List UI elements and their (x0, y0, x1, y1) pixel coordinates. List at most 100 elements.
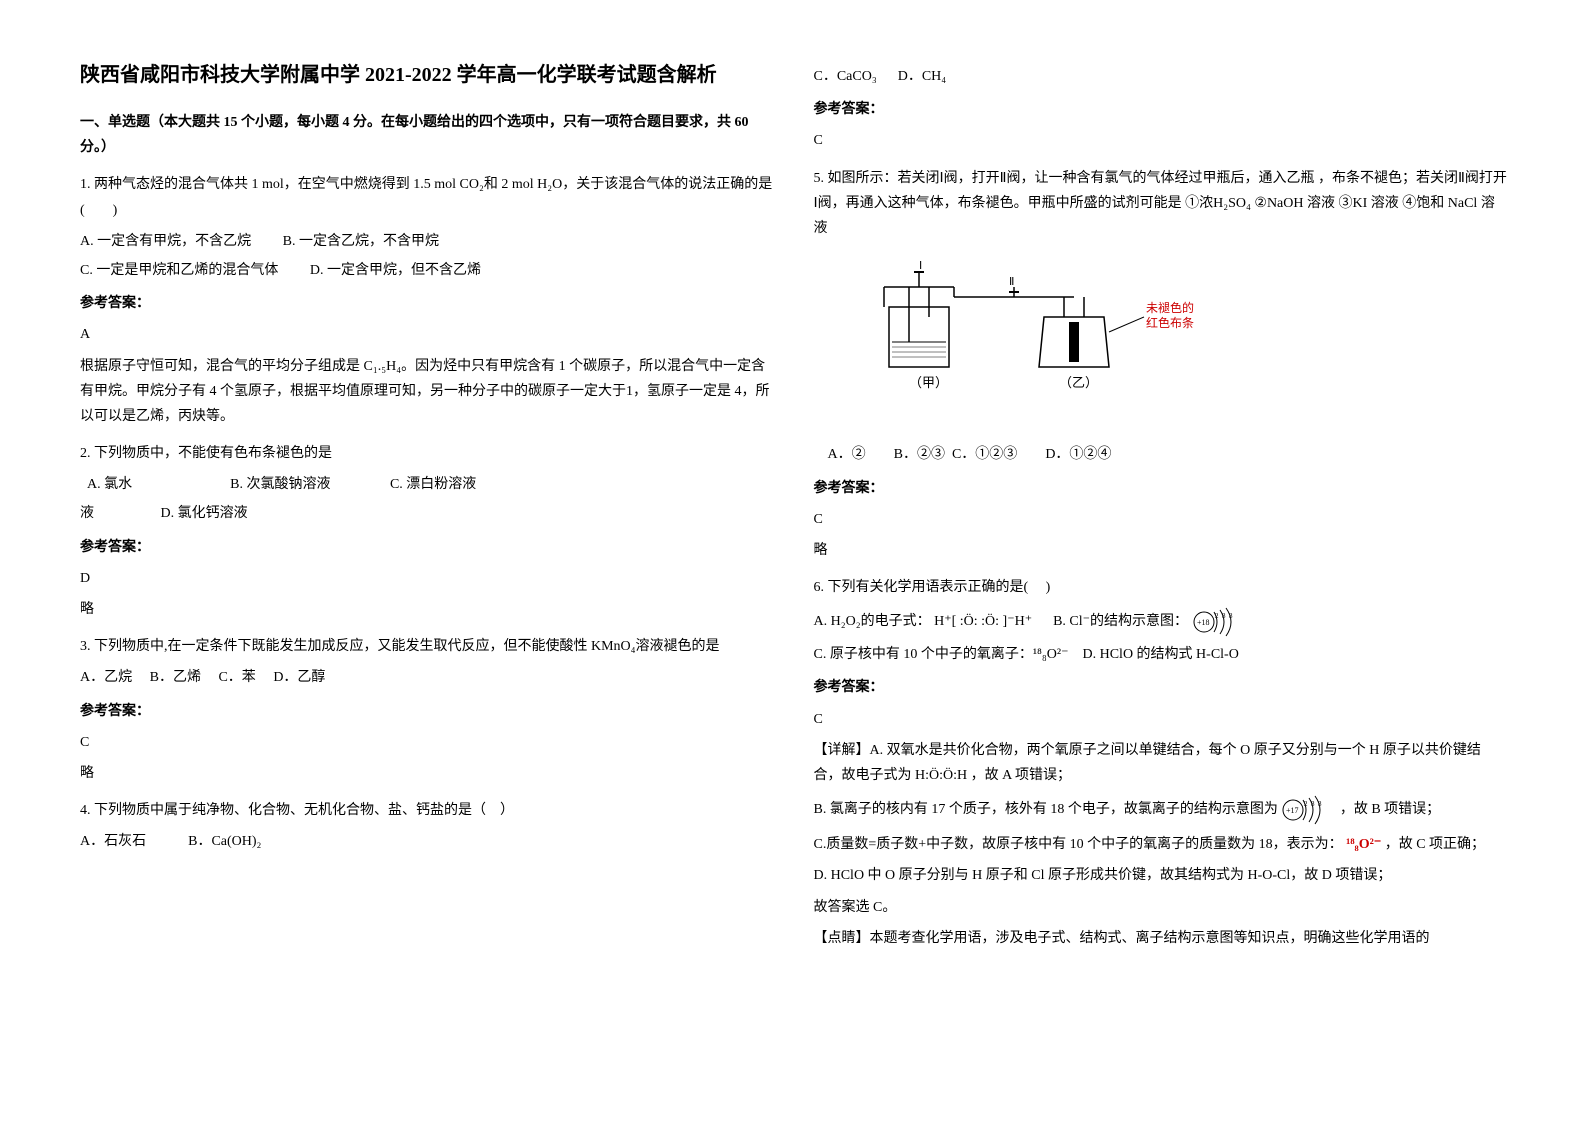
question-5: 5. 如图所示：若关闭Ⅰ阀，打开Ⅱ阀，让一种含有氯气的气体经过甲瓶后，通入乙瓶 … (814, 166, 1508, 564)
q4-optC: C．CaCO₃ (814, 69, 877, 84)
q5-answer-label: 参考答案： (814, 476, 1508, 501)
q3-text: 3. 下列物质中,在一定条件下既能发生加成反应，又能发生取代反应，但不能使酸性 … (80, 634, 774, 659)
q6-text: 6. 下列有关化学用语表示正确的是( ) (814, 575, 1508, 600)
q2-optD: D. 氯化钙溶液 (161, 506, 248, 521)
q5-optA: A．② (828, 447, 866, 462)
q6-dianjing: 【点睛】本题考查化学用语，涉及电子式、结构式、离子结构示意图等知识点，明确这些化… (814, 926, 1508, 951)
atom-structure-icon-b: +18 2 8 8 (1192, 606, 1242, 638)
q6-optA-prefix: A. H₂O₂的电子式： (814, 614, 931, 629)
q5-text: 5. 如图所示：若关闭Ⅰ阀，打开Ⅱ阀，让一种含有氯气的气体经过甲瓶后，通入乙瓶 … (814, 166, 1508, 242)
q4-answer: C (814, 128, 1508, 153)
q2-options-d: 液 D. 氯化钙溶液 (80, 501, 774, 526)
q6-detailC-formula: ¹⁸₈O²⁻ (1346, 837, 1381, 852)
question-6: 6. 下列有关化学用语表示正确的是( ) A. H₂O₂的电子式： H⁺[ :Ö… (814, 575, 1508, 951)
q2-optA: A. 氯水 (87, 477, 132, 492)
q5-explanation: 略 (814, 538, 1508, 563)
q6-optA-formula: H⁺[ :Ö: :Ö: ]⁻H⁺ (934, 614, 1032, 629)
q3-answer-label: 参考答案： (80, 699, 774, 724)
q5-optB: B．②③ (894, 447, 945, 462)
q6-optB: B. Cl⁻的结构示意图： (1053, 614, 1188, 629)
q2-optB: B. 次氯酸钠溶液 (230, 477, 330, 492)
question-3: 3. 下列物质中,在一定条件下既能发生加成反应，又能发生取代反应，但不能使酸性 … (80, 634, 774, 786)
svg-text:Ⅰ: Ⅰ (919, 260, 922, 272)
q1-explanation: 根据原子守恒可知，混合气的平均分子组成是 C₁.₅H₄。因为烃中只有甲烷含有 1… (80, 354, 774, 430)
q5-optC: C．①②③ (952, 447, 1017, 462)
q4-options-cd: C．CaCO₃ D．CH₄ (814, 64, 1508, 89)
q2-options: A. 氯水 B. 次氯酸钠溶液 C. 漂白粉溶液 (80, 472, 774, 497)
q6-detailC-prefix: C.质量数=质子数+中子数，故原子核中有 10 个中子的氧离子的质量数为 18，… (814, 837, 1343, 852)
svg-text:2: 2 (1304, 800, 1308, 808)
question-2: 2. 下列物质中，不能使有色布条褪色的是 A. 氯水 B. 次氯酸钠溶液 C. … (80, 441, 774, 622)
q6-detail-D: D. HClO 中 O 原子分别与 H 原子和 Cl 原子形成共价键，故其结构式… (814, 863, 1508, 888)
q1-optD: D. 一定含甲烷，但不含乙烯 (310, 263, 481, 278)
q4-answer-label: 参考答案： (814, 97, 1508, 122)
detail-label: 【详解】 (814, 743, 870, 758)
q4-optB: B．Ca(OH)₂ (188, 834, 261, 849)
q5-options: A．② B．②③ C．①②③ D．①②④ (814, 442, 1508, 467)
q5-diagram: Ⅰ （甲） Ⅱ (814, 257, 1508, 426)
svg-text:8: 8 (1318, 800, 1322, 808)
q6-dianjing-text: 本题考查化学用语，涉及电子式、结构式、离子结构示意图等知识点，明确这些化学用语的 (870, 931, 1430, 946)
q6-detailC-suffix: ，故 C 项正确； (1385, 837, 1485, 852)
left-column: 陕西省咸阳市科技大学附属中学 2021-2022 学年高一化学联考试题含解析 一… (80, 60, 774, 959)
q4-options-ab: A．石灰石 B．Ca(OH)₂ (80, 829, 774, 854)
dianjing-label: 【点睛】 (814, 931, 870, 946)
atom-structure-icon-b2: +17 2 8 8 (1281, 794, 1336, 826)
q2-text: 2. 下列物质中，不能使有色布条褪色的是 (80, 441, 774, 466)
q6-optD: D. HClO 的结构式 H-Cl-O (1083, 647, 1239, 662)
q1-options-ab: A. 一定含有甲烷，不含乙烷 B. 一定含乙烷，不含甲烷 (80, 229, 774, 254)
q3-explanation: 略 (80, 761, 774, 786)
section-header: 一、单选题（本大题共 15 个小题，每小题 4 分。在每小题给出的四个选项中，只… (80, 110, 774, 160)
q2-answer-label: 参考答案： (80, 535, 774, 560)
exam-title: 陕西省咸阳市科技大学附属中学 2021-2022 学年高一化学联考试题含解析 (80, 60, 774, 90)
q6-optC: C. 原子核中有 10 个中子的氧离子：¹⁸₈O²⁻ (814, 647, 1069, 662)
q6-detail-A: 【详解】A. 双氧水是共价化合物，两个氧原子之间以单键结合，每个 O 原子又分别… (814, 738, 1508, 788)
question-1: 1. 两种气态烃的混合气体共 1 mol，在空气中燃烧得到 1.5 mol CO… (80, 172, 774, 429)
q6-optAB: A. H₂O₂的电子式： H⁺[ :Ö: :Ö: ]⁻H⁺ B. Cl⁻的结构示… (814, 606, 1508, 638)
svg-text:8: 8 (1222, 612, 1226, 620)
q4-optA: A．石灰石 (80, 834, 146, 849)
svg-text:Ⅱ: Ⅱ (1009, 276, 1014, 288)
svg-text:8: 8 (1311, 800, 1315, 808)
q2-answer: D (80, 566, 774, 591)
q6-answer: C (814, 707, 1508, 732)
q6-answer-label: 参考答案： (814, 675, 1508, 700)
q5-answer: C (814, 507, 1508, 532)
q6-detail-C: C.质量数=质子数+中子数，故原子核中有 10 个中子的氧离子的质量数为 18，… (814, 832, 1508, 857)
q6-detail-B: B. 氯离子的核内有 17 个质子，核外有 18 个电子，故氯离子的结构示意图为… (814, 794, 1508, 826)
q3-optA: A．乙烷 (80, 670, 132, 685)
svg-text:2: 2 (1215, 612, 1219, 620)
q6-detailB-suffix: ，故 B 项错误； (1340, 802, 1440, 817)
q2-optC: C. 漂白粉溶液 (390, 477, 476, 492)
q1-optB: B. 一定含乙烷，不含甲烷 (283, 234, 439, 249)
q6-conclusion: 故答案选 C。 (814, 895, 1508, 920)
q6-optCD: C. 原子核中有 10 个中子的氧离子：¹⁸₈O²⁻ D. HClO 的结构式 … (814, 642, 1508, 667)
q2-explanation: 略 (80, 597, 774, 622)
q1-answer: A (80, 322, 774, 347)
svg-text:8: 8 (1229, 612, 1233, 620)
q1-optA: A. 一定含有甲烷，不含乙烷 (80, 234, 251, 249)
q3-answer: C (80, 730, 774, 755)
q1-answer-label: 参考答案： (80, 291, 774, 316)
yi-label: （乙） (1059, 375, 1098, 390)
q4-text: 4. 下列物质中属于纯净物、化合物、无机化合物、盐、钙盐的是（ ） (80, 798, 774, 823)
q1-optC: C. 一定是甲烷和乙烯的混合气体 (80, 263, 278, 278)
svg-text:红色布条: 红色布条 (1146, 315, 1194, 330)
q4-optD: D．CH₄ (898, 69, 946, 84)
svg-text:未褪色的: 未褪色的 (1146, 300, 1194, 315)
question-4: 4. 下列物质中属于纯净物、化合物、无机化合物、盐、钙盐的是（ ） A．石灰石 … (80, 798, 774, 854)
right-column: C．CaCO₃ D．CH₄ 参考答案： C 5. 如图所示：若关闭Ⅰ阀，打开Ⅱ阀… (814, 60, 1508, 959)
nucleus-b: +18 (1197, 618, 1210, 627)
q3-optD: D．乙醇 (273, 670, 325, 685)
jia-label: （甲） (909, 375, 948, 390)
q6-detailB-prefix: B. 氯离子的核内有 17 个质子，核外有 18 个电子，故氯离子的结构示意图为 (814, 802, 1278, 817)
q6-detailA-text: A. 双氧水是共价化合物，两个氧原子之间以单键结合，每个 O 原子又分别与一个 … (814, 743, 1481, 783)
q1-text: 1. 两种气态烃的混合气体共 1 mol，在空气中燃烧得到 1.5 mol CO… (80, 172, 774, 222)
q1-options-cd: C. 一定是甲烷和乙烯的混合气体 D. 一定含甲烷，但不含乙烯 (80, 258, 774, 283)
q3-options: A．乙烷 B．乙烯 C．苯 D．乙醇 (80, 665, 774, 690)
q3-optC: C．苯 (218, 670, 255, 685)
nucleus-b2: +17 (1286, 806, 1299, 815)
q3-optB: B．乙烯 (150, 670, 201, 685)
flask-diagram-svg: Ⅰ （甲） Ⅱ (814, 257, 1234, 417)
q5-optD: D．①②④ (1045, 447, 1111, 462)
